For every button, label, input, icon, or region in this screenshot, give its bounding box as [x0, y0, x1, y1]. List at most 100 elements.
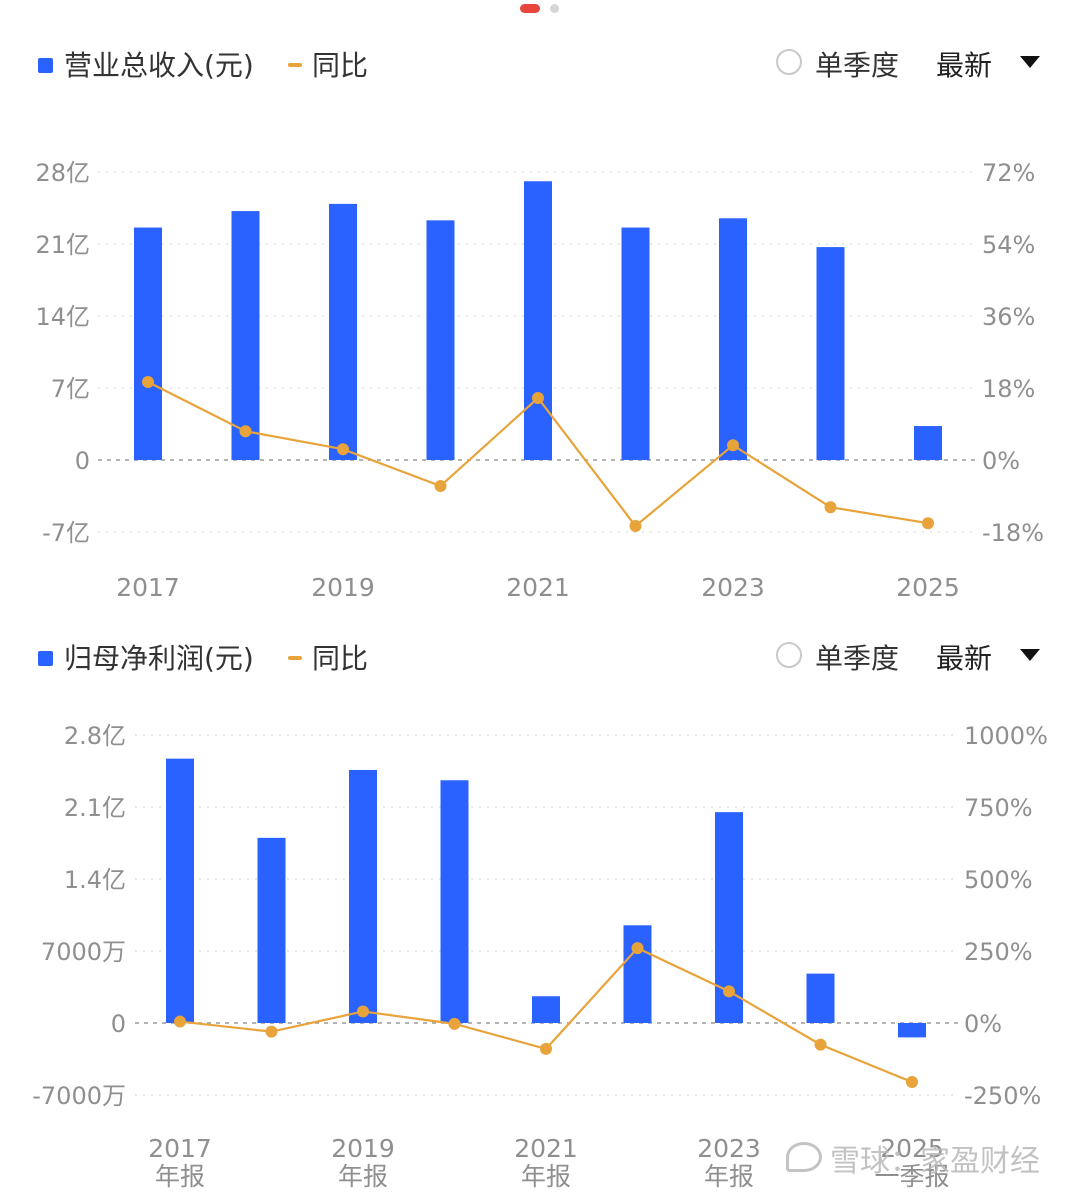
x-tick-year: 2023 — [701, 573, 765, 602]
x-tick-year: 2017 — [148, 1134, 212, 1163]
x-tick-type: 年报 — [704, 1162, 754, 1191]
dropdown-caret-icon[interactable] — [1020, 649, 1040, 661]
bar — [349, 769, 377, 1023]
y-left-tick-label: 0 — [75, 447, 90, 475]
y-right-tick-label: 750% — [964, 794, 1033, 822]
yoy-point — [337, 443, 349, 456]
period-select[interactable]: 最新 — [936, 49, 993, 82]
watermark-logo-icon — [786, 1142, 822, 1172]
y-left-tick-label: 21亿 — [35, 231, 90, 259]
y-right-tick-label: 0% — [982, 447, 1020, 475]
x-tick-year: 2017 — [116, 573, 180, 602]
x-tick-year: 2019 — [311, 573, 375, 602]
single-quarter-label[interactable]: 单季度 — [815, 642, 900, 675]
net-profit-chart: 2.8亿 1000% 2.1亿 750% 1.4亿 500% 7000万 250% 0 0% -70… — [32, 722, 1048, 1191]
yoy-point — [265, 1025, 278, 1038]
bar — [719, 218, 747, 460]
bar — [257, 837, 286, 1023]
y-right-tick-label: 36% — [982, 303, 1035, 331]
single-quarter-radio[interactable] — [776, 49, 802, 75]
yoy-point — [922, 517, 934, 530]
yoy-point — [142, 376, 154, 388]
bar — [440, 780, 469, 1023]
x-tick-year: 2021 — [514, 1134, 578, 1163]
bar — [524, 181, 552, 460]
single-quarter-radio[interactable] — [776, 642, 802, 668]
legend-line-swatch — [288, 63, 302, 67]
bar — [426, 220, 455, 460]
x-tick-year: 2025 — [896, 573, 960, 602]
y-left-tick-label: 28亿 — [35, 159, 90, 187]
x-tick-year: 2019 — [331, 1134, 395, 1163]
page-dot-active[interactable] — [520, 4, 540, 13]
legend-yoy-label[interactable]: 同比 — [312, 642, 369, 675]
x-tick-type: 年报 — [123, 601, 173, 602]
y-left-tick-label: 7000万 — [41, 938, 126, 966]
y-right-tick-label: 54% — [982, 231, 1035, 259]
x-tick-type: 年报 — [318, 601, 368, 602]
yoy-point — [814, 1038, 827, 1051]
legend-line-swatch — [288, 656, 302, 660]
yoy-point — [631, 942, 644, 955]
y-left-tick-label: -7000万 — [32, 1082, 126, 1110]
yoy-point — [448, 1017, 461, 1030]
x-tick-year: 2021 — [506, 573, 570, 602]
yoy-point — [906, 1076, 918, 1089]
bar — [623, 925, 652, 1023]
bar — [166, 758, 194, 1023]
y-right-tick-label: -250% — [964, 1082, 1041, 1110]
revenue-chart-header: 营业总收入(元) 同比 单季度 最新 — [0, 32, 1080, 92]
legend-yoy-label[interactable]: 同比 — [312, 49, 369, 82]
yoy-point — [239, 425, 252, 438]
y-right-tick-label: 500% — [964, 866, 1033, 894]
yoy-point — [174, 1015, 186, 1028]
y-right-tick-label: 250% — [964, 938, 1033, 966]
period-select[interactable]: 最新 — [936, 642, 993, 675]
net-profit-chart-header: 归母净利润(元) 同比 单季度 最新 — [0, 625, 1080, 685]
yoy-point — [629, 520, 642, 532]
x-tick-year: 2025 — [880, 1134, 944, 1163]
x-tick-type: 年报 — [155, 1162, 205, 1191]
legend-revenue-label[interactable]: 营业总收入(元) — [64, 49, 254, 82]
y-left-tick-label: 0 — [111, 1010, 126, 1038]
yoy-point — [723, 985, 735, 998]
bar — [231, 211, 260, 460]
y-left-tick-label: 2.1亿 — [64, 794, 126, 822]
bar — [806, 973, 835, 1023]
bar — [329, 203, 357, 460]
bar — [532, 996, 560, 1023]
yoy-point — [532, 392, 544, 404]
y-left-tick-label: 1.4亿 — [64, 866, 126, 894]
legend-bar-swatch — [38, 58, 53, 73]
page-dot-inactive[interactable] — [550, 4, 559, 13]
x-tick-type: 年报 — [521, 1162, 571, 1191]
yoy-point — [540, 1042, 552, 1055]
single-quarter-label[interactable]: 单季度 — [815, 49, 900, 82]
bar — [898, 1023, 926, 1038]
yoy-point — [824, 501, 837, 514]
bar — [816, 247, 845, 460]
x-tick-type: 年报 — [708, 601, 758, 602]
net-profit-chart-panel: 归母净利润(元) 同比 单季度 最新 2.8亿 1000% 2.1亿 750% 1.4亿… — [0, 625, 1080, 1198]
x-tick-type: 年报 — [513, 601, 563, 602]
x-tick-type: 一季报 — [874, 1162, 949, 1191]
bar — [621, 227, 650, 460]
y-left-tick-label: 2.8亿 — [64, 722, 126, 750]
x-tick-type: 一季报 — [890, 601, 965, 602]
dropdown-caret-icon[interactable] — [1020, 56, 1040, 68]
legend-net-profit-label[interactable]: 归母净利润(元) — [64, 642, 254, 675]
bar — [134, 227, 162, 460]
x-tick-year: 2023 — [697, 1134, 761, 1163]
y-left-tick-label: 7亿 — [51, 375, 90, 403]
watermark-text: 雪球：家盈财经 — [830, 1144, 1040, 1179]
revenue-chart-panel: 营业总收入(元) 同比 单季度 最新 28亿 72% 21亿 54% 14亿 36% 7亿 1… — [0, 32, 1080, 602]
y-right-tick-label: 0% — [964, 1010, 1002, 1038]
y-left-tick-label: 14亿 — [35, 303, 90, 331]
y-right-tick-label: 72% — [982, 159, 1035, 187]
x-tick-type: 年报 — [338, 1162, 388, 1191]
yoy-point — [434, 480, 447, 492]
y-right-tick-label: 18% — [982, 375, 1035, 403]
y-right-tick-label: 1000% — [964, 722, 1048, 750]
page-indicator — [0, 2, 1080, 14]
revenue-chart: 28亿72%21亿54%14亿36%7亿18%00%-7亿-18%2017年报2… — [35, 159, 1044, 602]
